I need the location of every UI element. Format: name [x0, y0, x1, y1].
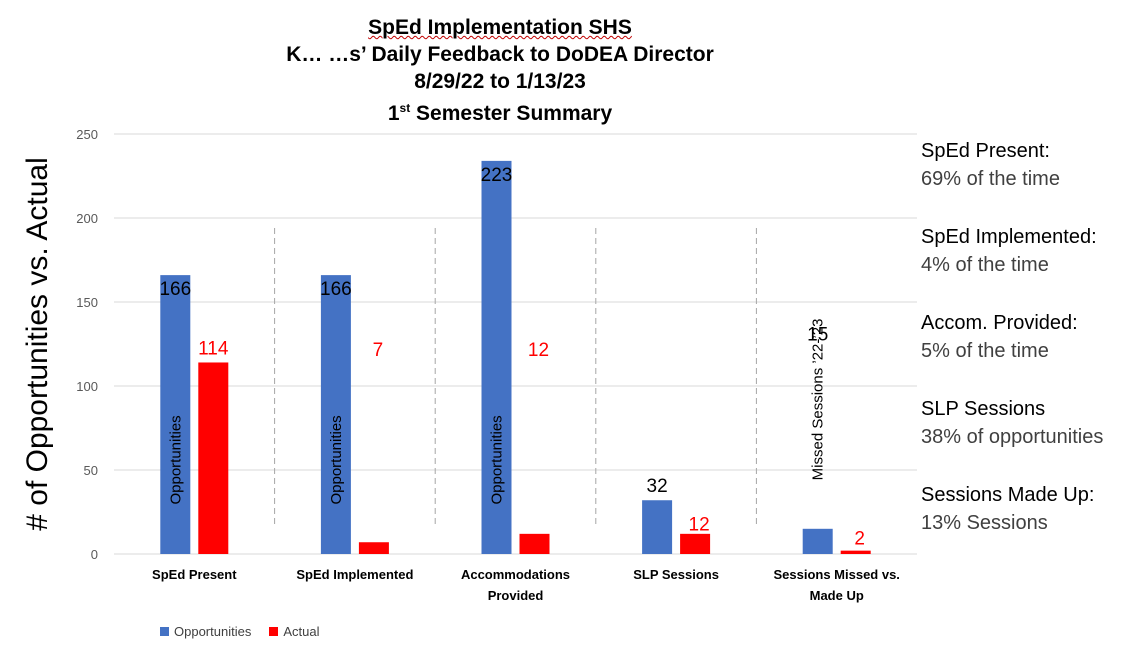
bar-inner-label: Missed Sessions ’22-’23 [810, 319, 827, 481]
title-line-4: 1st Semester Summary [387, 101, 613, 125]
bar-opportunities [642, 500, 673, 554]
legend: Opportunities Actual [160, 624, 331, 639]
data-label-actual: 12 [689, 514, 710, 535]
data-label-opportunities: 166 [320, 279, 352, 300]
bar-actual [680, 533, 711, 554]
side-note: Sessions Made Up: 13% Sessions [921, 484, 1095, 534]
side-note: Accom. Provided: 5% of the time [921, 312, 1078, 362]
y-tick-label: 200 [76, 211, 98, 226]
bar-actual [519, 533, 550, 554]
legend-swatch-actual [269, 627, 279, 636]
x-tick-label: SpEd Implemented [296, 567, 413, 582]
title-line-3: 8/29/22 to 1/13/23 [414, 70, 586, 93]
x-tick-label: Accommodations [461, 567, 570, 582]
y-tick-label: 150 [76, 295, 98, 310]
x-tick-label: Made Up [810, 588, 864, 603]
data-label-actual: 2 [854, 529, 865, 550]
data-label-actual: 12 [528, 340, 549, 361]
legend-item-opportunities: Opportunities [160, 624, 251, 639]
bar-opportunities [481, 160, 512, 554]
side-note: SpEd Present: 69% of the time [921, 140, 1060, 190]
side-note: SLP Sessions 38% of opportunities [921, 398, 1104, 448]
data-label-actual: 7 [373, 340, 384, 361]
bar-inner-label: Opportunities [489, 415, 506, 504]
bar-actual [358, 542, 389, 554]
x-tick-label: Sessions Missed vs. [773, 567, 899, 582]
legend-swatch-opportunities [160, 627, 169, 636]
chart-title: SpEd Implementation SHS K… …s’ Daily Fee… [250, 14, 750, 127]
title-line-1: SpEd Implementation SHS [368, 16, 632, 39]
y-axis-title: # of Opportunities vs. Actual [21, 157, 54, 531]
data-label-opportunities: 166 [159, 279, 191, 300]
data-label-actual: 114 [198, 338, 229, 359]
bar-actual [840, 550, 871, 554]
side-notes: SpEd Present: 69% of the time SpEd Imple… [921, 137, 1136, 567]
bar-opportunities [160, 275, 191, 554]
legend-item-actual: Actual [269, 624, 319, 639]
data-label-opportunities: 15 [807, 325, 828, 346]
y-tick-label: 50 [84, 463, 98, 478]
x-tick-label: SLP Sessions [633, 567, 719, 582]
bar-inner-label: Opportunities [167, 415, 184, 504]
bar-actual [198, 362, 229, 554]
title-line-2: K… …s’ Daily Feedback to DoDEA Director [286, 43, 714, 66]
data-label-opportunities: 223 [481, 165, 513, 186]
y-tick-label: 0 [91, 547, 98, 562]
x-tick-label: Provided [488, 588, 544, 603]
y-tick-label: 250 [76, 127, 98, 142]
y-tick-label: 100 [76, 379, 98, 394]
bar-opportunities [802, 528, 833, 554]
bar-inner-label: Opportunities [328, 415, 345, 504]
data-label-opportunities: 32 [647, 476, 668, 497]
x-tick-label: SpEd Present [152, 567, 237, 582]
side-note: SpEd Implemented: 4% of the time [921, 226, 1097, 276]
bar-opportunities [320, 275, 351, 554]
